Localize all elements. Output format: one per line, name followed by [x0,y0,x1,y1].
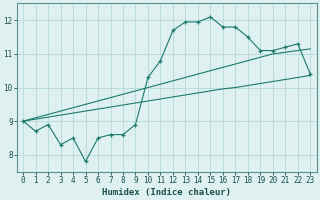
X-axis label: Humidex (Indice chaleur): Humidex (Indice chaleur) [102,188,231,197]
